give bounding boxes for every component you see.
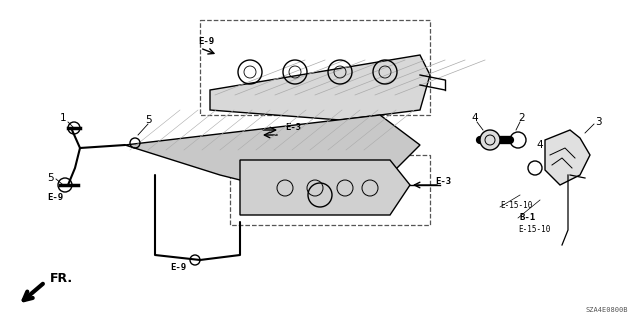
Text: E-3: E-3 <box>435 177 451 187</box>
Polygon shape <box>240 160 410 215</box>
Text: E-3: E-3 <box>285 123 301 132</box>
Polygon shape <box>210 55 430 120</box>
Text: 2: 2 <box>518 113 525 123</box>
Text: E-9: E-9 <box>170 263 186 272</box>
Text: 3: 3 <box>595 117 602 127</box>
Text: 4: 4 <box>472 113 478 123</box>
Polygon shape <box>125 115 420 190</box>
Circle shape <box>480 130 500 150</box>
Polygon shape <box>545 130 590 185</box>
Text: 5: 5 <box>145 115 151 125</box>
Text: 4: 4 <box>537 140 543 150</box>
Text: FR.: FR. <box>50 271 73 285</box>
Text: E-9: E-9 <box>47 194 63 203</box>
Text: E-15-10: E-15-10 <box>518 226 550 234</box>
Text: 1: 1 <box>60 113 67 123</box>
Text: E-9: E-9 <box>198 38 214 47</box>
Text: B-1: B-1 <box>520 213 536 222</box>
Text: 5: 5 <box>47 173 53 183</box>
Text: E-15-10: E-15-10 <box>500 201 532 210</box>
Text: SZA4E0800B: SZA4E0800B <box>586 307 628 313</box>
